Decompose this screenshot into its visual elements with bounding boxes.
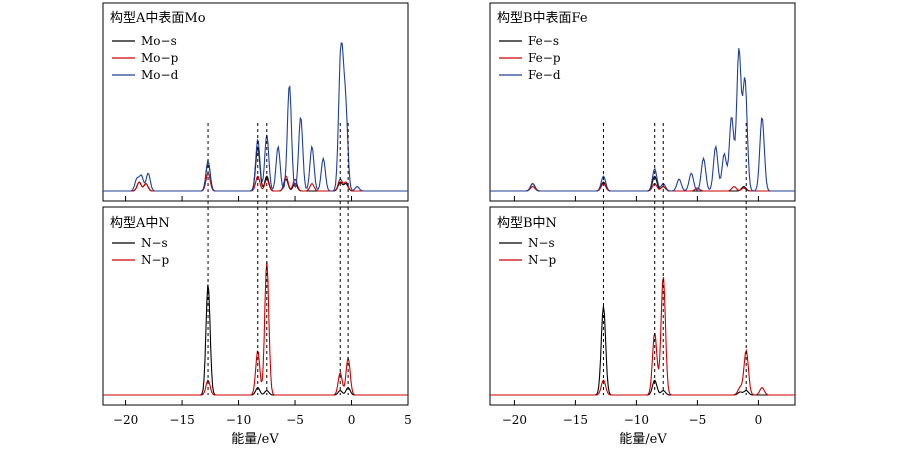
left-top-legend: Mo−s Mo−p Mo−d [112, 34, 179, 82]
series-line-left-top-mo-d [103, 42, 408, 192]
left-top-panel-frame [102, 2, 409, 202]
x-tick-label-left: −5 [286, 413, 304, 427]
legend-label-fe-s: Fe−s [528, 34, 559, 48]
x-tick-label-left: −10 [226, 413, 251, 427]
legend-label-fe-p: Fe−p [528, 51, 561, 65]
x-tick-label-right: −20 [502, 413, 527, 427]
series-line-right-bottom-n-p [490, 277, 795, 396]
left-bottom-panel-frame [102, 206, 409, 406]
series-line-right-top-fe-d [490, 48, 795, 192]
right-x-axis-label: 能量/eV [619, 432, 667, 447]
left-dos-figure: 构型A中表面Mo Mo−s Mo−p Mo−d 构型A中N N−s N−p 能量… [102, 2, 412, 447]
right-top-panel-title: 构型B中表面Fe [497, 11, 588, 26]
x-tick-label-right: −5 [689, 413, 707, 427]
legend-label-mo-p: Mo−p [141, 51, 179, 65]
legend-label-n-s-right: N−s [528, 236, 555, 250]
right-top-legend: Fe−s Fe−p Fe−d [499, 34, 561, 82]
right-bottom-panel-title: 构型B中N [497, 216, 557, 231]
x-tick-label-left: 5 [404, 413, 412, 427]
x-tick-label-left: 0 [348, 413, 356, 427]
left-bottom-legend: N−s N−p [112, 236, 170, 267]
legend-label-mo-s: Mo−s [141, 34, 177, 48]
series-line-left-bottom-n-s [103, 284, 408, 396]
left-x-axis-label: 能量/eV [231, 432, 279, 447]
right-bottom-panel-frame [489, 206, 796, 406]
x-tick-label-right: 0 [755, 413, 763, 427]
right-top-panel-frame [489, 2, 796, 202]
legend-label-n-p-right: N−p [528, 253, 557, 267]
x-tick-label-left: −15 [169, 413, 194, 427]
legend-label-n-p-left: N−p [141, 253, 170, 267]
right-bottom-legend: N−s N−p [499, 236, 557, 267]
left-bottom-panel-title: 构型A中N [110, 216, 170, 231]
x-tick-label-left: −20 [113, 413, 138, 427]
legend-label-mo-d: Mo−d [141, 68, 179, 82]
legend-label-fe-d: Fe−d [528, 68, 561, 82]
right-dos-figure: 构型B中表面Fe Fe−s Fe−p Fe−d 构型B中N N−s N−p 能量… [489, 2, 796, 447]
left-top-panel-title: 构型A中表面Mo [110, 11, 206, 26]
legend-label-n-s-left: N−s [141, 236, 168, 250]
x-tick-label-right: −15 [563, 413, 588, 427]
x-tick-label-right: −10 [624, 413, 649, 427]
series-line-left-bottom-n-p [103, 262, 408, 396]
